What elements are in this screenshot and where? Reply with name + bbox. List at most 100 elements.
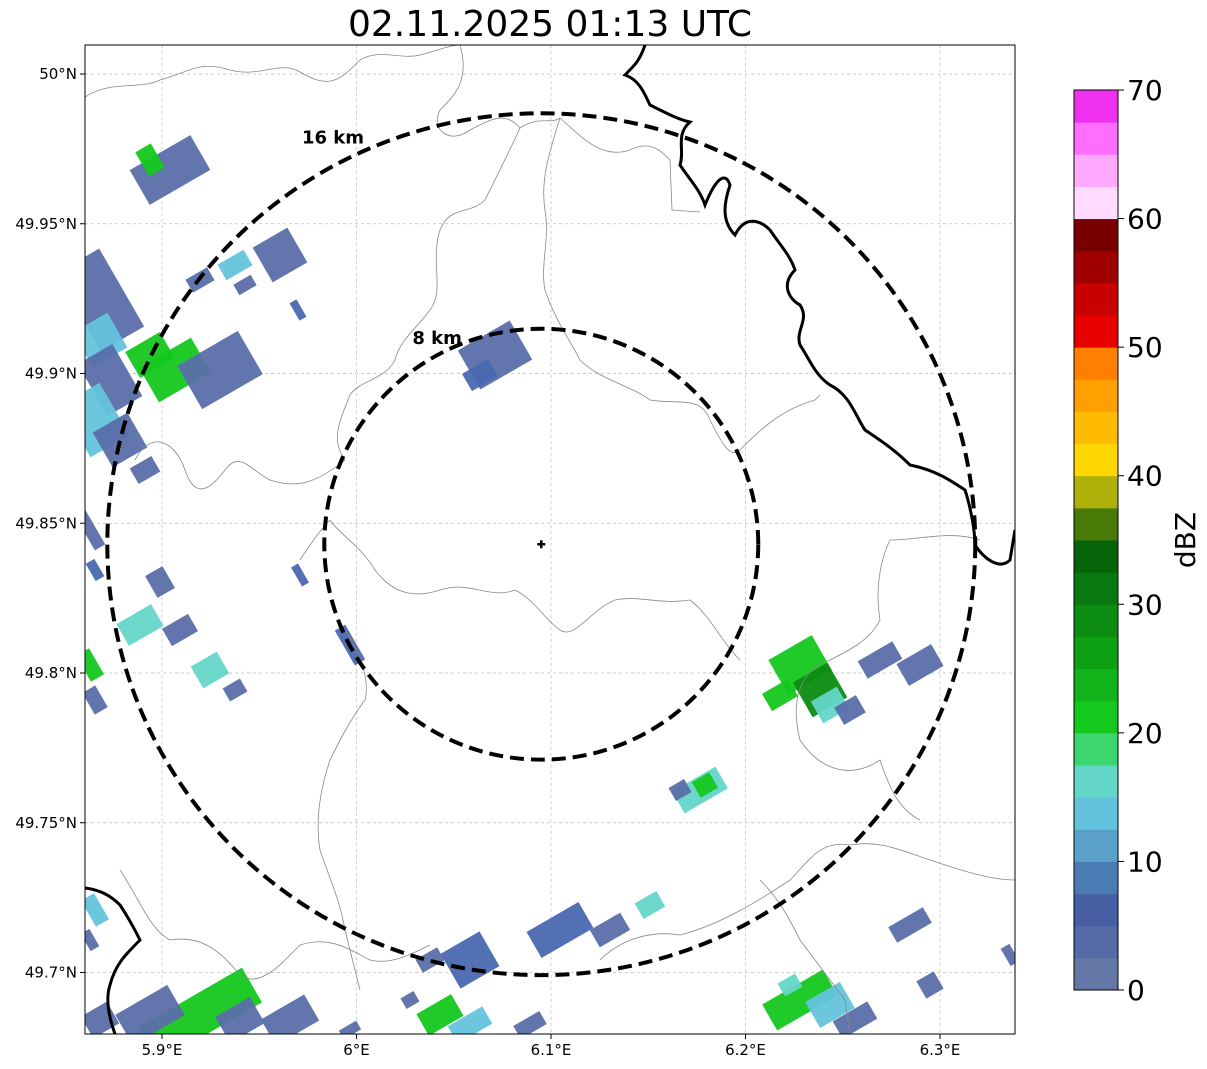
echo-cell [768,635,832,695]
colorbar-segment [1074,925,1118,959]
regional-border-line [759,879,851,1034]
echo-cell [222,678,248,702]
lon-tick-label: 6.2°E [725,1041,766,1059]
echo-cell [85,509,106,551]
lon-tick-label: 6.1°E [531,1041,572,1059]
colorbar-label: dBZ [1169,512,1202,568]
colorbar-segment [1074,957,1118,991]
colorbar-segment [1074,90,1118,123]
echo-cell [440,931,500,989]
echo-cell [415,947,445,973]
echo-cell [92,412,148,468]
borders [85,45,1015,1034]
colorbar-tick-label: 40 [1127,460,1163,493]
regional-border-line [437,45,701,213]
radar-site-marker [537,540,546,549]
colorbar-segment [1074,122,1118,155]
axis-ticks: 5.9°E 6°E 6.1°E 6.2°E 6.3°E 50°N 49.95°N 49.9°N… [15,65,960,1059]
echo-cell [217,249,253,281]
echo-cell [668,779,692,801]
colorbar-segment [1074,379,1118,412]
echo-cell [832,1001,878,1034]
echo-cell [400,991,420,1009]
lat-tick-label: 49.7°N [25,964,77,982]
echo-cell [125,332,175,378]
national-border-line [622,45,1015,566]
colorbar-segment [1074,154,1118,187]
colorbar-segment [1074,282,1118,316]
echo-cell [916,971,944,999]
echo-cell [462,358,498,392]
lon-tick-label: 6.3°E [920,1041,961,1059]
echo-cell [85,248,145,352]
colorbar-segment [1074,443,1118,477]
colorbar-tick-label: 50 [1127,331,1163,364]
echo-cell [447,1006,493,1034]
colorbar-segment [1074,218,1118,252]
echo-cell [289,299,307,321]
colorbar-tick-label: 10 [1127,845,1163,878]
colorbar-segment [1074,604,1118,637]
colorbar-segment [1074,893,1118,927]
colorbar-segment [1074,797,1118,830]
colorbar-segment [1074,732,1118,766]
echo-cell [691,772,719,798]
regional-border-line [119,869,431,980]
echo-cell [589,912,631,948]
colorbar-tick-label: 60 [1127,203,1163,236]
echo-cell [115,984,185,1034]
colorbar-segment [1074,507,1118,541]
regional-border-line [599,843,1015,961]
colorbar-segment [1074,861,1118,895]
lon-tick-label: 6°E [343,1041,370,1059]
echo-cell [526,902,594,958]
echo-cell [888,907,932,943]
graticule [85,45,1015,1034]
range-rings: 8 km 16 km [105,111,978,978]
echo-cell [135,143,165,177]
lat-tick-label: 49.75°N [15,814,77,832]
echo-cell [810,686,850,724]
echo-cell [85,558,105,582]
lon-tick-label: 5.9°E [142,1041,183,1059]
echo-cell [85,648,104,682]
colorbar-segment [1074,475,1118,509]
echo-cell [85,893,109,927]
colorbar-segment [1074,636,1118,670]
echo-cell [233,274,257,296]
echo-cell [634,890,666,920]
echo-cell [129,455,161,485]
echo-cell [190,651,230,689]
echo-cell [762,678,798,712]
echo-cell [291,563,309,587]
colorbar-tick-label: 70 [1127,74,1163,107]
echo-cell [834,695,866,725]
colorbar-segment [1074,540,1118,573]
regional-border-line [85,45,461,98]
colorbar-segment [1074,347,1118,380]
echo-cell [162,613,198,647]
colorbar-segment [1074,765,1118,798]
map-title: 02.11.2025 01:13 UTC [347,4,753,45]
echo-cell [857,641,903,679]
reflectivity-echoes [85,135,1015,1034]
colorbar-frame [1073,89,1119,991]
colorbar-segment [1074,668,1118,702]
colorbar-tick-label: 30 [1127,588,1163,621]
echo-cell [145,566,175,598]
plot-area [85,45,1015,1034]
lat-tick-label: 49.85°N [15,514,77,532]
echo-cell [85,685,108,715]
echo-cell [139,337,211,403]
regional-border-line [317,629,367,991]
lat-tick-label: 49.95°N [15,215,77,233]
lat-tick-label: 50°N [39,65,77,83]
colorbar-segment [1074,700,1118,734]
range-ring-label: 8 km [412,328,462,349]
colorbar-segment [1074,250,1118,284]
echo-cell [777,973,803,997]
range-ring [322,326,761,762]
regional-border-line [543,117,821,453]
colorbar: 0 10 20 30 40 50 60 70 dBZ [1073,74,1202,1007]
regional-border-line [299,519,741,661]
